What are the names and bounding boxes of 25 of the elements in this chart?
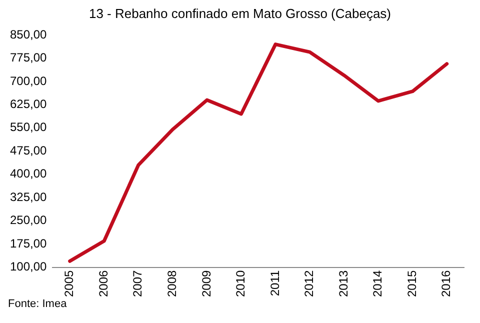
y-tick-label: 550,00	[10, 120, 48, 134]
x-tick-label: 2012	[302, 270, 316, 298]
y-tick-label: 325,00	[10, 190, 48, 204]
y-tick-label: 400,00	[10, 166, 48, 181]
y-tick-label: 100,00	[10, 260, 48, 274]
x-tick-label: 2007	[130, 270, 145, 298]
chart-title: 13 - Rebanho confinado em Mato Grosso (Cabeças)	[88, 6, 392, 21]
y-tick-label: 775,00	[10, 50, 48, 65]
x-tick-label: 2015	[404, 270, 419, 298]
x-tick-label: 2006	[96, 270, 110, 298]
x-tick-label: 2009	[199, 270, 214, 298]
y-tick-label: 250,00	[10, 213, 48, 228]
y-tick-label: 175,00	[10, 236, 48, 250]
x-tick-label: 2008	[164, 270, 179, 298]
y-tick-label: 700,00	[10, 74, 48, 88]
x-tick-label: 2011	[268, 270, 282, 296]
x-tick-label: 2014	[370, 270, 385, 298]
x-tick-label: 2016	[439, 270, 454, 298]
y-tick-label: 850,00	[10, 27, 48, 42]
x-tick-label: 2010	[234, 270, 248, 298]
y-tick-label: 475,00	[10, 143, 48, 158]
x-tick-label: 2013	[336, 270, 350, 298]
y-tick-label: 625,00	[10, 97, 48, 112]
source-note: Fonte: Imea	[8, 298, 67, 310]
x-tick-label: 2005	[62, 270, 76, 298]
